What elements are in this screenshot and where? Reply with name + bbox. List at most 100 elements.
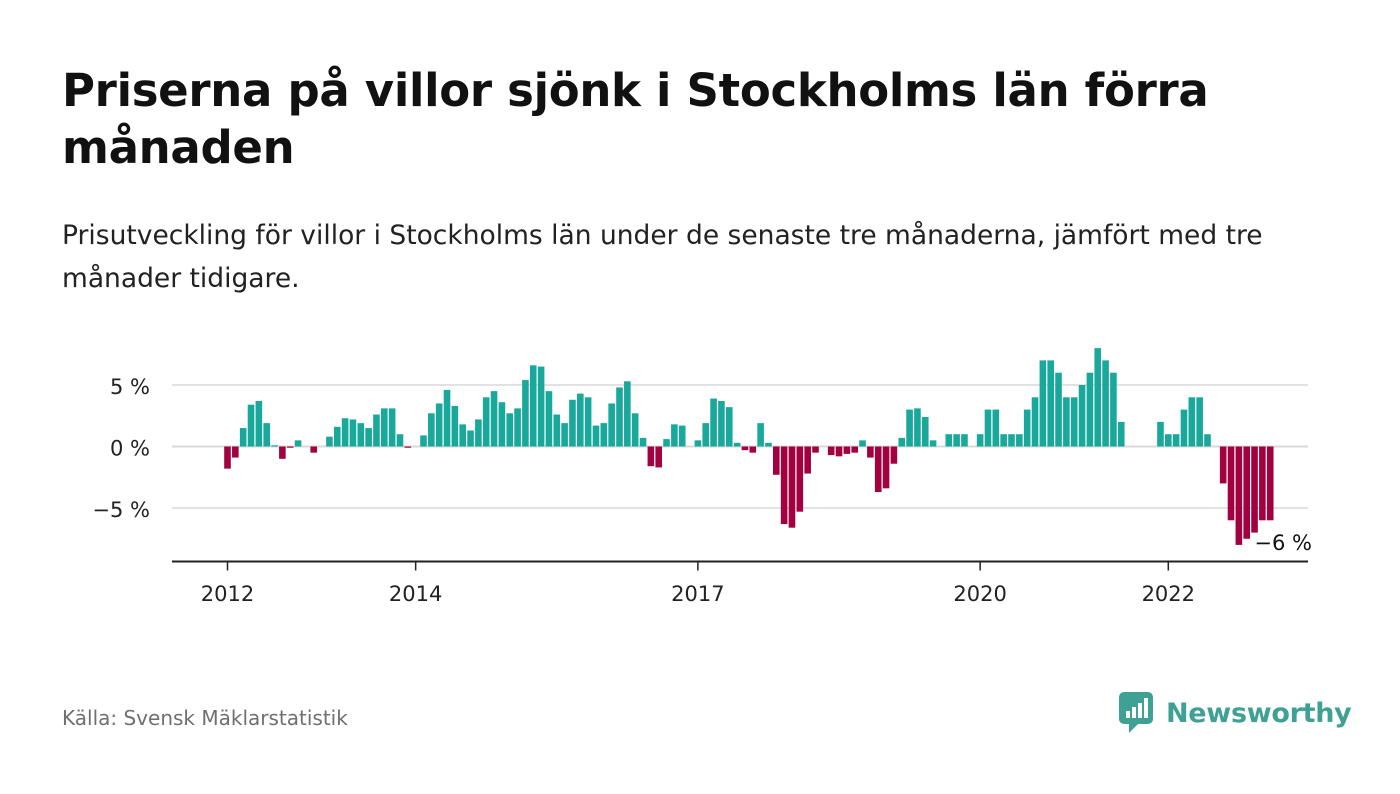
bar [1219,446,1227,484]
bar [1204,434,1211,447]
bar [1039,360,1047,447]
bar [467,430,474,447]
bar [914,408,921,447]
bar [718,400,725,447]
y-tick-label: −5 % [92,498,150,522]
bar [749,446,757,453]
bar [631,413,639,447]
bar [537,366,545,447]
bar [929,440,937,447]
bar [757,423,764,447]
bar [529,365,537,447]
bar [945,434,953,447]
bar [773,446,780,475]
bar [224,446,231,469]
newsworthy-logo: Newsworthy [1118,690,1352,736]
bar [514,408,521,447]
source-note: Källa: Svensk Mäklarstatistik [62,706,348,730]
bar [608,403,615,447]
bar [906,409,913,447]
bar [765,442,772,447]
bar [553,414,561,447]
bar [741,446,749,451]
bar [874,446,882,493]
bar [694,440,702,447]
bar [882,446,890,489]
bar [435,403,443,447]
bar [859,440,866,447]
bar [349,419,357,447]
bar [247,404,255,447]
bar [326,436,333,447]
bar-chart: 5 % 0 % −5 % 2012 2014 2017 2020 2022 −6 % [92,348,1312,606]
bar [1023,409,1031,447]
bar [890,446,898,464]
bar [976,434,984,447]
bar [843,446,851,454]
bar [1110,372,1117,447]
x-tick-label: 2014 [389,582,442,606]
bar [1055,372,1062,447]
bar [1008,434,1015,447]
last-value-label: −6 % [1254,531,1312,555]
bar [984,409,992,447]
bar [333,426,341,447]
y-axis-ticks: 5 % 0 % −5 % [92,375,150,522]
x-tick-label: 2022 [1142,582,1195,606]
bar [1251,446,1258,533]
bar [294,440,302,447]
bar [1172,434,1180,447]
bar [459,424,466,447]
bar [1259,446,1266,521]
bar [577,393,584,447]
bar [239,428,247,447]
bar [498,402,506,447]
bar [827,446,835,456]
bar [796,446,804,512]
bar [921,416,929,447]
bar [255,400,263,447]
bar [1063,397,1070,447]
brand-name: Newsworthy [1166,697,1352,729]
bar [1188,397,1196,447]
bar [616,387,623,447]
bar [710,398,717,447]
bar [310,446,318,453]
chart-title: Priserna på villor sjönk i Stockholms lä… [62,64,1209,174]
speech-bubble-chart-icon [1119,692,1153,733]
bar [1180,409,1188,447]
bar [1243,446,1250,539]
bar [655,446,662,468]
bar [271,445,278,447]
bar [1047,360,1054,447]
bar [569,399,576,447]
bar [1117,421,1125,447]
bar [263,423,270,447]
bar [1070,397,1078,447]
bar [592,425,600,447]
bar [780,446,788,524]
bar [420,435,427,447]
bar [341,418,349,447]
bar [647,446,655,467]
bars [224,348,1274,545]
y-tick-label: 0 % [110,437,150,461]
x-tick-label: 2012 [201,582,254,606]
bar [396,434,404,447]
bar [506,413,514,447]
bar [1086,372,1094,447]
bar [428,413,435,447]
bar [1016,434,1023,447]
bar [388,408,396,447]
bar [1000,434,1007,447]
bar [898,437,906,447]
bar [522,380,529,447]
bar [561,423,568,447]
bar [733,442,741,447]
bar [1227,446,1235,521]
bar [1165,434,1172,447]
bar [1235,446,1243,545]
bar [584,397,592,447]
chart-subtitle: Prisutveckling för villor i Stockholms l… [62,220,1263,294]
bar [286,446,294,448]
